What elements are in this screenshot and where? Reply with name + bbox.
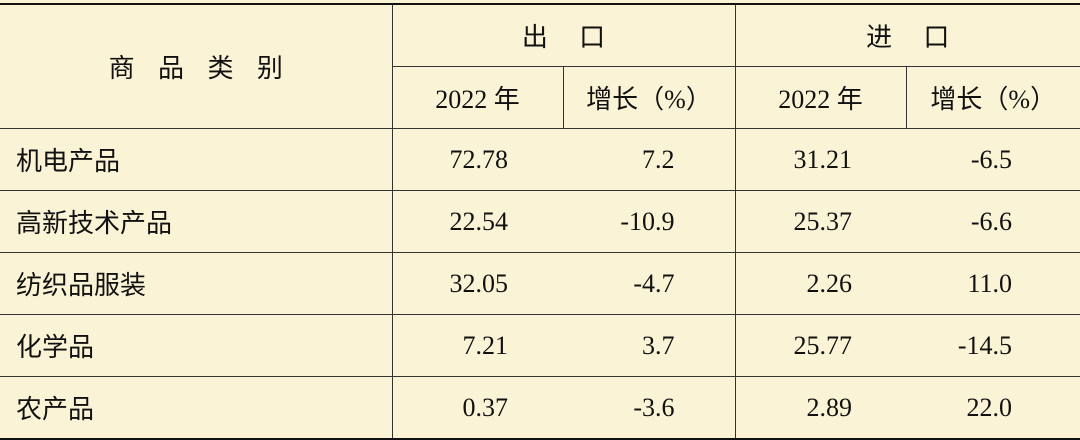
trade-table: 商品类别 出口 进口 2022 年增长（%） 2022 年增长（%） 机电产品 72… (0, 3, 1080, 440)
table-cell: 22.0 (906, 376, 1080, 440)
header-cell: 商品类别 (0, 3, 392, 129)
header-cell: 进口 (734, 3, 1080, 67)
table-cell: 25.77 (734, 314, 906, 377)
table-cell: 高新技术产品 (0, 190, 392, 253)
table-cell: 0.37 (391, 376, 563, 440)
table-cell: 25.37 (734, 190, 906, 253)
table-cell: 3.7 (563, 314, 735, 377)
table-cell: -14.5 (906, 314, 1080, 377)
table-cell: 增长（%） (562, 66, 735, 129)
table-cell: 2022 年 (391, 66, 563, 129)
table-cell: 31.21 (734, 128, 906, 191)
data-row: 纺织品服装 32.05 -4.7 2.26 11.0 (0, 252, 1080, 315)
data-row: 高新技术产品 22.54 -10.9 25.37 -6.6 (0, 190, 1080, 253)
table-cell: 化学品 (0, 314, 392, 377)
table-cell: 纺织品服装 (0, 252, 392, 315)
table-cell: 2.26 (734, 252, 906, 315)
header-row: 商品类别 出口 进口 (0, 3, 1080, 129)
table-cell: 32.05 (391, 252, 563, 315)
table-cell: -4.7 (563, 252, 735, 315)
table-cell: -6.6 (906, 190, 1080, 253)
table-cell: 机电产品 (0, 128, 392, 191)
table-cell: 22.54 (391, 190, 563, 253)
table-cell: 增长（%） (905, 66, 1080, 129)
table-cell: 72.78 (391, 128, 563, 191)
table-cell: 2.89 (734, 376, 906, 440)
table-cell: 11.0 (906, 252, 1080, 315)
table-cell: -10.9 (563, 190, 735, 253)
table-cell: -6.5 (906, 128, 1080, 191)
subheader-row: 2022 年增长（%） 2022 年增长（%） (0, 66, 1080, 129)
data-row: 农产品 0.37 -3.6 2.89 22.0 (0, 376, 1080, 440)
table-cell: 7.2 (563, 128, 735, 191)
data-row: 机电产品 72.78 7.2 31.21 -6.5 (0, 128, 1080, 191)
data-row: 化学品 7.21 3.7 25.77 -14.5 (0, 314, 1080, 377)
table-cell: 农产品 (0, 376, 392, 440)
table-cell: 7.21 (391, 314, 563, 377)
header-cell: 出口 (391, 3, 735, 67)
table-cell: 2022 年 (734, 66, 906, 129)
table-cell: -3.6 (563, 376, 735, 440)
